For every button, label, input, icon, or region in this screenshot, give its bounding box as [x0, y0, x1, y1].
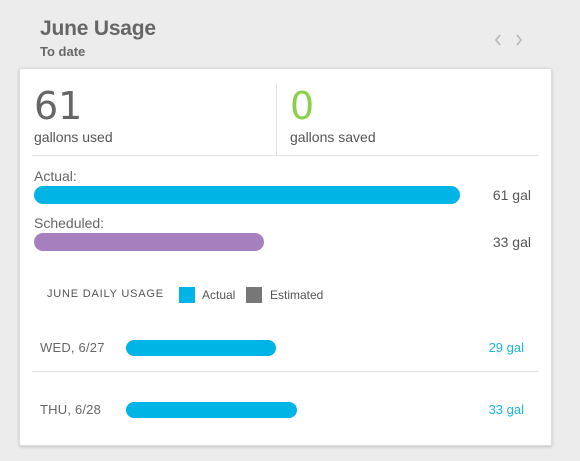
daily-bar-track: [126, 402, 426, 418]
daily-row-thu: THU, 6/28 33 gal: [20, 386, 551, 436]
scheduled-bar-value: 33 gal: [492, 234, 531, 250]
daily-divider: [32, 371, 538, 372]
usage-card: 61 gallons used 0 gallons saved Actual: …: [19, 68, 552, 446]
scheduled-row-label: Scheduled:: [34, 215, 105, 231]
daily-value: 33 gal: [488, 402, 524, 417]
page-title: June Usage: [40, 17, 156, 40]
summary-divider: [32, 155, 538, 156]
stat-divider: [276, 83, 277, 155]
scheduled-bar: [34, 233, 264, 251]
scheduled-bar-track: [34, 233, 460, 251]
actual-bar-value: 61 gal: [492, 187, 531, 203]
daily-bar-track: [126, 340, 426, 356]
legend-estimated-label: Estimated: [270, 288, 324, 302]
gallons-used-value: 61: [34, 84, 83, 128]
actual-bar: [34, 186, 460, 204]
legend-actual-swatch: [179, 287, 195, 303]
daily-date: THU, 6/28: [40, 402, 102, 417]
legend-actual-label: Actual: [202, 288, 236, 302]
gallons-saved-label: gallons saved: [290, 129, 376, 145]
gallons-saved-value: 0: [290, 84, 315, 128]
gallons-used-stat: 61 gallons used: [34, 85, 113, 145]
daily-date: WED, 6/27: [40, 340, 105, 355]
daily-bar: [126, 340, 276, 356]
actual-bar-track: [34, 186, 460, 204]
legend-estimated-swatch: [246, 287, 262, 303]
daily-bar: [126, 402, 297, 418]
chevron-left-icon[interactable]: [491, 30, 505, 50]
actual-row-label: Actual:: [34, 168, 77, 184]
daily-value: 29 gal: [488, 340, 524, 355]
chevron-right-icon[interactable]: [512, 30, 526, 50]
gallons-used-label: gallons used: [34, 129, 113, 145]
gallons-saved-stat: 0 gallons saved: [290, 85, 376, 145]
daily-row-wed: WED, 6/27 29 gal: [20, 324, 551, 374]
page-subtitle: To date: [40, 44, 86, 59]
daily-usage-title: JUNE DAILY USAGE: [47, 288, 164, 300]
